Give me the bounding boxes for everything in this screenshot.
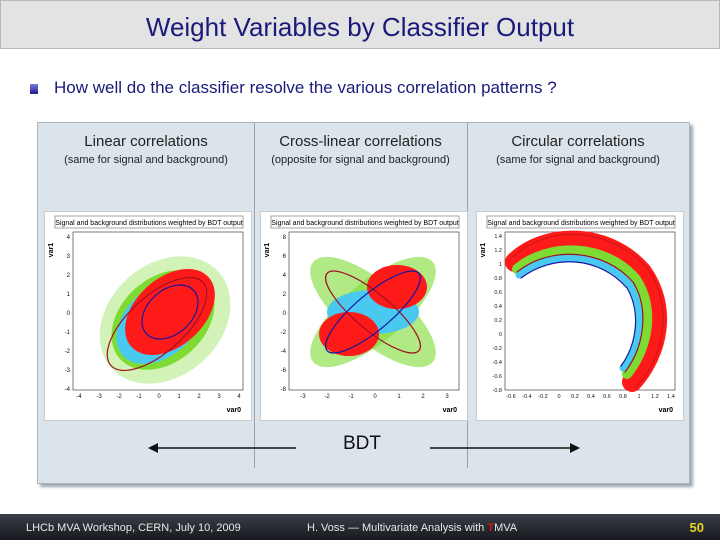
y-tick: 8 bbox=[283, 235, 287, 241]
x-tick: 1 bbox=[397, 394, 401, 400]
y-tick: 2 bbox=[283, 292, 287, 298]
plot-title: Signal and background distributions weig… bbox=[487, 220, 674, 227]
x-tick: 1 bbox=[177, 394, 181, 400]
x-tick: 0 bbox=[557, 394, 560, 400]
tmva-t-letter: T bbox=[487, 522, 495, 534]
y-tick: -0.2 bbox=[493, 346, 502, 352]
scatter-cloud bbox=[505, 230, 668, 392]
y-tick: -3 bbox=[65, 368, 71, 374]
page-number: 50 bbox=[689, 520, 704, 535]
figure-panel: Linear correlations (same for signal and… bbox=[37, 122, 690, 484]
scatter-cloud bbox=[99, 256, 231, 384]
column-title: Circular correlations bbox=[511, 133, 645, 150]
bullet-icon bbox=[30, 84, 38, 94]
y-tick: 0.6 bbox=[494, 290, 502, 296]
column-divider bbox=[254, 123, 255, 468]
y-tick: -4 bbox=[65, 387, 71, 393]
footer-author-text: H. Voss ― Multivariate Analysis with bbox=[307, 522, 488, 534]
x-axis-label: var0 bbox=[227, 407, 242, 414]
y-tick: -2 bbox=[65, 349, 71, 355]
x-tick: 4 bbox=[237, 394, 241, 400]
x-axis-label: var0 bbox=[443, 407, 458, 414]
y-tick: 6 bbox=[283, 254, 287, 260]
x-tick: 0.8 bbox=[619, 394, 627, 400]
x-axis-label: var0 bbox=[659, 407, 674, 414]
x-tick: 1 bbox=[637, 394, 640, 400]
right-arrow-icon bbox=[430, 443, 580, 453]
column-header-circular: Circular correlations (same for signal a… bbox=[467, 133, 689, 166]
column-header-linear: Linear correlations (same for signal and… bbox=[38, 133, 254, 166]
x-tick: -1 bbox=[348, 394, 354, 400]
x-tick: 0.4 bbox=[587, 394, 595, 400]
title-bar bbox=[0, 0, 720, 49]
x-tick: 0 bbox=[373, 394, 377, 400]
scatter-cloud bbox=[310, 256, 436, 368]
x-tick: -4 bbox=[76, 394, 82, 400]
x-tick: -0.6 bbox=[506, 394, 515, 400]
scatter-plot-cross-linear: Signal and background distributions weig… bbox=[260, 211, 468, 421]
y-tick: 2 bbox=[67, 273, 71, 279]
y-tick: 4 bbox=[283, 273, 287, 279]
y-tick: -1 bbox=[65, 330, 71, 336]
x-tick: 1.2 bbox=[651, 394, 659, 400]
y-tick: -2 bbox=[281, 330, 287, 336]
x-tick: 3 bbox=[445, 394, 449, 400]
y-tick: -6 bbox=[281, 368, 287, 374]
x-tick: 0.2 bbox=[571, 394, 579, 400]
x-tick: -3 bbox=[300, 394, 306, 400]
footer-author: H. Voss ― Multivariate Analysis with TMV… bbox=[307, 522, 517, 534]
x-tick: 0 bbox=[157, 394, 161, 400]
x-tick: 1.4 bbox=[667, 394, 675, 400]
y-tick: 0 bbox=[67, 311, 71, 317]
plot-title: Signal and background distributions weig… bbox=[55, 220, 242, 227]
y-tick: -0.8 bbox=[493, 388, 502, 394]
footer-event: LHCb MVA Workshop, CERN, July 10, 2009 bbox=[26, 522, 241, 534]
footer-bar: LHCb MVA Workshop, CERN, July 10, 2009 H… bbox=[0, 514, 720, 540]
y-tick: 1.4 bbox=[494, 234, 502, 240]
y-tick: 0 bbox=[283, 311, 287, 317]
column-subtitle: (same for signal and background) bbox=[64, 154, 228, 166]
x-tick: 2 bbox=[197, 394, 201, 400]
y-tick: 1 bbox=[499, 262, 502, 268]
y-tick: -8 bbox=[281, 387, 287, 393]
x-tick: 2 bbox=[421, 394, 425, 400]
bdt-label: BDT bbox=[343, 433, 381, 454]
x-tick: 3 bbox=[217, 394, 221, 400]
column-subtitle: (same for signal and background) bbox=[496, 154, 660, 166]
question-text: How well do the classifier resolve the v… bbox=[54, 78, 557, 97]
x-tick: -2 bbox=[116, 394, 122, 400]
y-tick: 0 bbox=[499, 332, 502, 338]
footer-mva-text: MVA bbox=[494, 522, 518, 534]
y-tick: 0.4 bbox=[494, 304, 502, 310]
left-arrow-icon bbox=[148, 443, 296, 453]
y-axis-label: var1 bbox=[480, 243, 487, 258]
y-axis-label: var1 bbox=[48, 243, 55, 258]
y-tick: 1 bbox=[67, 292, 71, 298]
y-tick: -0.4 bbox=[493, 360, 502, 366]
x-tick: -2 bbox=[324, 394, 330, 400]
scatter-plot-circular: Signal and background distributions weig… bbox=[476, 211, 684, 421]
y-tick: 1.2 bbox=[494, 248, 502, 254]
column-header-cross-linear: Cross-linear correlations (opposite for … bbox=[254, 133, 467, 166]
y-tick: 3 bbox=[67, 254, 71, 260]
y-tick: -0.6 bbox=[493, 374, 502, 380]
column-title: Linear correlations bbox=[84, 133, 208, 150]
x-tick: -3 bbox=[96, 394, 102, 400]
plot-title: Signal and background distributions weig… bbox=[271, 220, 458, 227]
y-tick: 0.8 bbox=[494, 276, 502, 282]
y-tick: -4 bbox=[281, 349, 287, 355]
slide-title: Weight Variables by Classifier Output bbox=[145, 12, 575, 42]
column-title: Cross-linear correlations bbox=[279, 133, 442, 150]
x-tick: -1 bbox=[136, 394, 142, 400]
x-tick: -0.2 bbox=[538, 394, 547, 400]
y-axis-label: var1 bbox=[264, 243, 271, 258]
x-tick: 0.6 bbox=[603, 394, 611, 400]
y-tick: 0.2 bbox=[494, 318, 502, 324]
x-tick: -0.4 bbox=[522, 394, 531, 400]
y-tick: 4 bbox=[67, 235, 71, 241]
scatter-plot-linear: Signal and background distributions weig… bbox=[44, 211, 252, 421]
column-subtitle: (opposite for signal and background) bbox=[271, 154, 450, 166]
